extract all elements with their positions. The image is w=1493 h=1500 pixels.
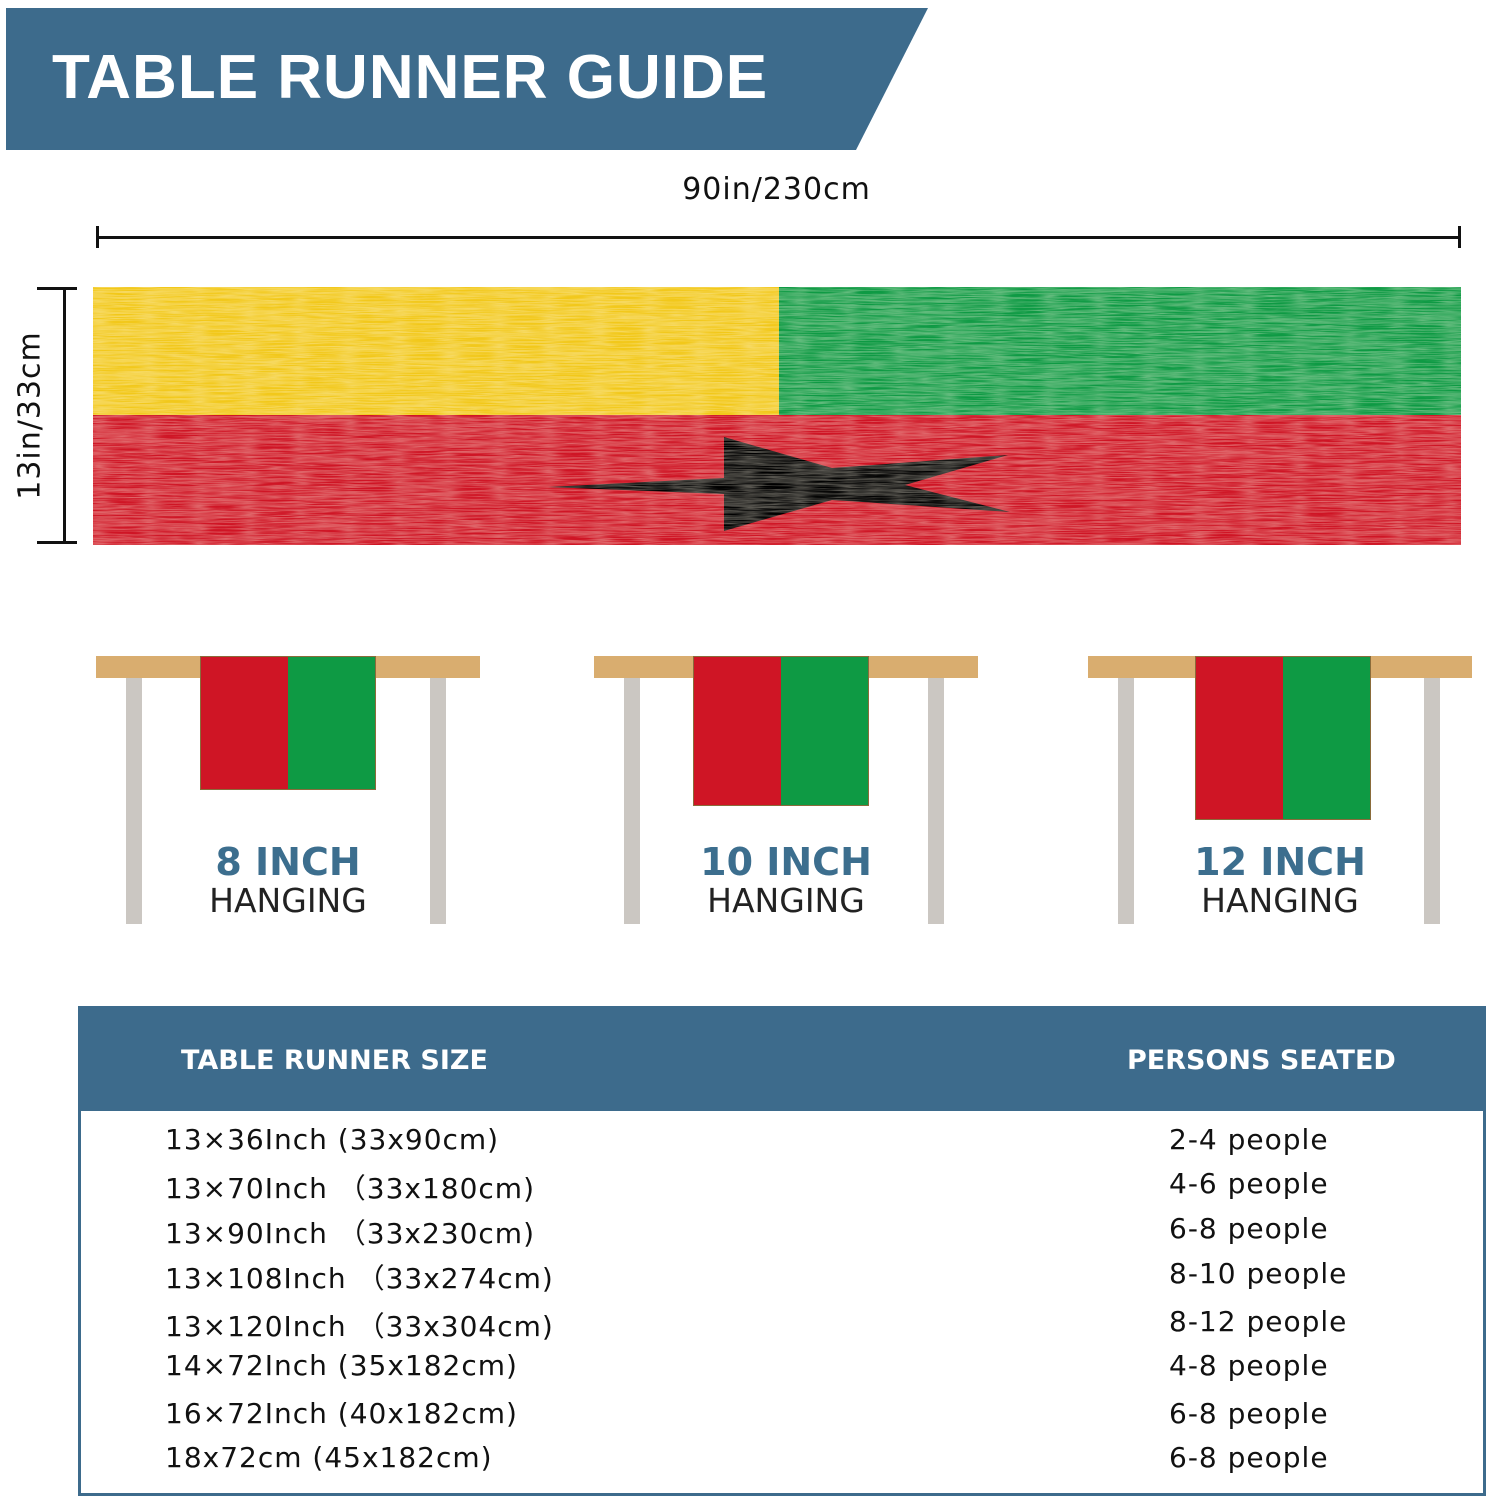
table-row: 13×36Inch (33x90cm) 2-4 people (165, 1123, 1465, 1167)
runner-size: 13×36Inch (33x90cm) (165, 1123, 500, 1156)
hanging-illustration-10: 10 INCH HANGING (594, 656, 978, 926)
table-header: TABLE RUNNER SIZE PERSONS SEATED (81, 1009, 1483, 1111)
persons-seated: 6-8 people (1169, 1212, 1329, 1245)
persons-seated: 4-8 people (1169, 1349, 1329, 1382)
persons-seated: 2-4 people (1169, 1123, 1329, 1156)
table-row: 13×70Inch （33x180cm) 4-6 people (165, 1167, 1465, 1211)
runner-size: 13×70Inch （33x180cm) (165, 1172, 536, 1205)
persons-seated: 8-10 people (1169, 1257, 1348, 1290)
header-size: TABLE RUNNER SIZE (181, 1045, 488, 1076)
runner-size: 18x72cm (45x182cm) (165, 1441, 493, 1474)
persons-seated: 6-8 people (1169, 1441, 1329, 1474)
width-dimension-line (97, 236, 1461, 239)
persons-seated: 4-6 people (1169, 1167, 1329, 1200)
height-label: 13in/33cm (12, 331, 48, 500)
page-title: TABLE RUNNER GUIDE (52, 43, 769, 112)
runner-size: 16×72Inch (40x182cm) (165, 1397, 518, 1430)
height-tick-top (37, 287, 77, 290)
runner-size: 13×90Inch （33x230cm) (165, 1217, 536, 1250)
header-persons: PERSONS SEATED (1127, 1045, 1396, 1076)
hanging-label: HANGING (707, 881, 865, 920)
table-row: 14×72Inch (35x182cm) 4-8 people (165, 1349, 1465, 1393)
hanging-label: HANGING (209, 881, 367, 920)
size-table: TABLE RUNNER SIZE PERSONS SEATED 13×36In… (78, 1006, 1486, 1496)
persons-seated: 6-8 people (1169, 1397, 1329, 1430)
runner-size: 14×72Inch (35x182cm) (165, 1349, 518, 1382)
table-row: 13×90Inch （33x230cm) 6-8 people (165, 1212, 1465, 1256)
table-row: 18x72cm (45x182cm) 6-8 people (165, 1441, 1465, 1485)
table-row: 13×120Inch （33x304cm) 8-12 people (165, 1305, 1465, 1349)
table-row: 16×72Inch (40x182cm) 6-8 people (165, 1397, 1465, 1441)
hanging-label: HANGING (1201, 881, 1359, 920)
hanging-illustration-12: 12 INCH HANGING (1088, 656, 1472, 926)
height-tick-bottom (37, 541, 77, 544)
runner-size: 13×120Inch （33x304cm) (165, 1310, 554, 1343)
width-tick-right (1458, 226, 1461, 248)
width-label: 90in/230cm (682, 172, 871, 207)
height-dimension-line (63, 288, 66, 544)
hanging-size: 12 INCH (1194, 840, 1366, 884)
hanging-size: 8 INCH (215, 840, 361, 884)
title-banner (6, 8, 928, 150)
hanging-illustration-8: 8 INCH HANGING (96, 656, 480, 926)
table-row: 13×108Inch （33x274cm) 8-10 people (165, 1257, 1465, 1301)
hanging-size: 10 INCH (700, 840, 872, 884)
runner-size: 13×108Inch （33x274cm) (165, 1262, 554, 1295)
width-tick-left (96, 226, 99, 248)
persons-seated: 8-12 people (1169, 1305, 1348, 1338)
table-runner-flag (93, 287, 1461, 545)
